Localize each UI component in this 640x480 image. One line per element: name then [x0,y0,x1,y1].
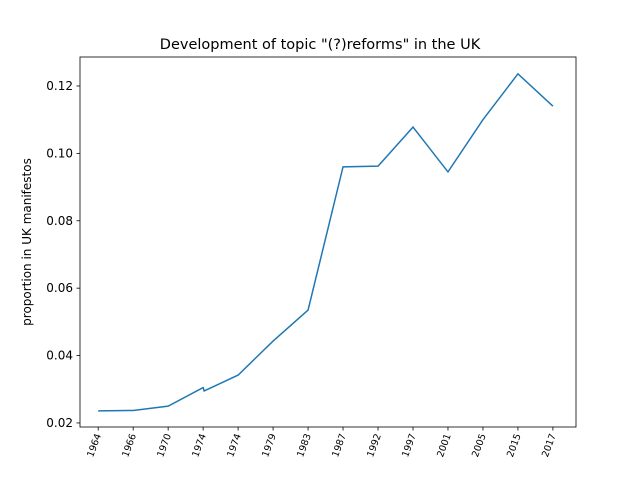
y-tick-label: 0.12 [46,79,73,93]
line [98,72,554,412]
y-tick-label: 0.06 [46,281,73,295]
chart-title: Development of topic "(?)reforms" in the… [160,37,481,53]
y-tick-label: 0.02 [46,416,73,430]
y-tick-label: 0.08 [46,214,73,228]
y-axis-label: proportion in UK manifestos [20,158,34,326]
y-tick-label: 0.04 [46,349,73,363]
plot-frame [79,56,577,428]
y-tick-label: 0.10 [46,146,73,160]
